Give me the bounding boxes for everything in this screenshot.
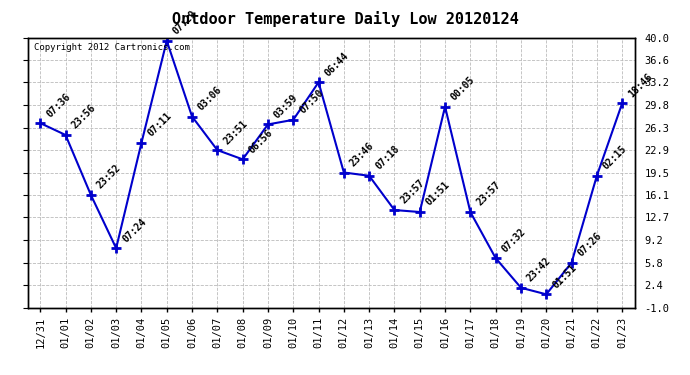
Text: 23:57: 23:57 (475, 180, 502, 208)
Text: 23:51: 23:51 (221, 118, 249, 146)
Text: 07:50: 07:50 (297, 88, 325, 116)
Text: 07:18: 07:18 (373, 144, 401, 172)
Text: 00:05: 00:05 (449, 75, 477, 102)
Text: 23:46: 23:46 (348, 141, 376, 168)
Text: Outdoor Temperature Daily Low 20120124: Outdoor Temperature Daily Low 20120124 (172, 11, 518, 27)
Text: 03:59: 03:59 (272, 92, 300, 120)
Text: 07:11: 07:11 (146, 111, 173, 139)
Text: 07:24: 07:24 (120, 216, 148, 244)
Text: 23:52: 23:52 (95, 163, 123, 191)
Text: 01:51: 01:51 (551, 262, 578, 290)
Text: 07:26: 07:26 (575, 231, 604, 258)
Text: 03:06: 03:06 (196, 84, 224, 112)
Text: 23:42: 23:42 (525, 256, 553, 284)
Text: 01:51: 01:51 (424, 180, 452, 208)
Text: 06:44: 06:44 (323, 50, 351, 78)
Text: 18:46: 18:46 (627, 71, 654, 99)
Text: Copyright 2012 Cartronics.com: Copyright 2012 Cartronics.com (34, 43, 190, 52)
Text: 23:56: 23:56 (70, 103, 97, 131)
Text: 07:36: 07:36 (44, 91, 72, 119)
Text: 07:29: 07:29 (171, 9, 199, 37)
Text: 06:56: 06:56 (247, 128, 275, 155)
Text: 07:32: 07:32 (500, 226, 528, 254)
Text: 02:15: 02:15 (601, 144, 629, 172)
Text: 23:57: 23:57 (399, 178, 426, 206)
